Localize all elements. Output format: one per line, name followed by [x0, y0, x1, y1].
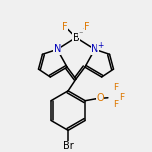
Text: ⁻: ⁻ [79, 29, 83, 38]
Text: F: F [62, 22, 68, 32]
Text: F: F [113, 100, 118, 109]
Text: Br: Br [63, 141, 73, 151]
Text: F: F [119, 93, 124, 102]
Text: F: F [84, 22, 90, 32]
Text: N: N [91, 44, 98, 54]
Text: B: B [73, 33, 79, 43]
Text: F: F [113, 83, 118, 92]
Text: +: + [97, 41, 104, 50]
Text: N: N [54, 44, 61, 54]
Text: O: O [96, 93, 104, 103]
